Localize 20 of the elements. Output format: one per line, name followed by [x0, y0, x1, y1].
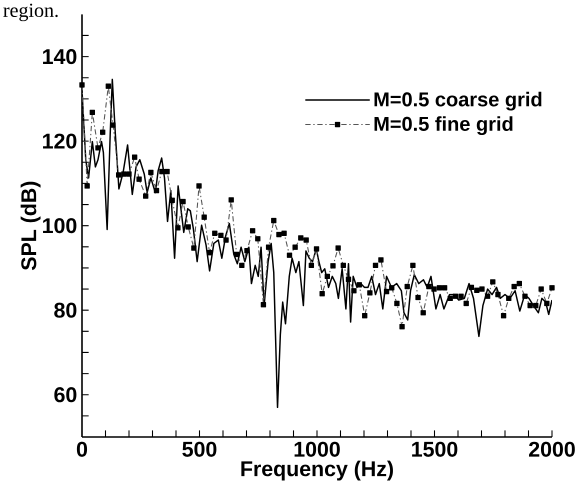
- x-tick-label: 2000: [529, 442, 575, 457]
- legend-label: M=0.5 fine grid: [374, 116, 512, 136]
- point: [522, 294, 528, 299]
- x-tick-label: 1000: [294, 442, 340, 457]
- point: [544, 300, 550, 306]
- y-tick-label: 140: [43, 49, 76, 64]
- text: region.: [3, 4, 58, 22]
- point: [389, 285, 394, 290]
- point: [314, 246, 320, 252]
- x-tick-label: 1500: [412, 442, 458, 457]
- y-tick-label: 100: [43, 218, 76, 234]
- x-axis-title: Frequency (Hz): [241, 460, 393, 481]
- y-tick-label: 60: [54, 387, 76, 402]
- y-axis-title: SPL (dB): [20, 182, 41, 270]
- x-tick-label: 500: [182, 442, 216, 457]
- x-tick-label: 0: [76, 442, 88, 457]
- y-tick-label: 80: [54, 302, 76, 318]
- y-tick-label: 120: [43, 134, 76, 149]
- legend-label: M=0.5 coarse grid: [374, 92, 542, 111]
- point: [452, 294, 458, 299]
